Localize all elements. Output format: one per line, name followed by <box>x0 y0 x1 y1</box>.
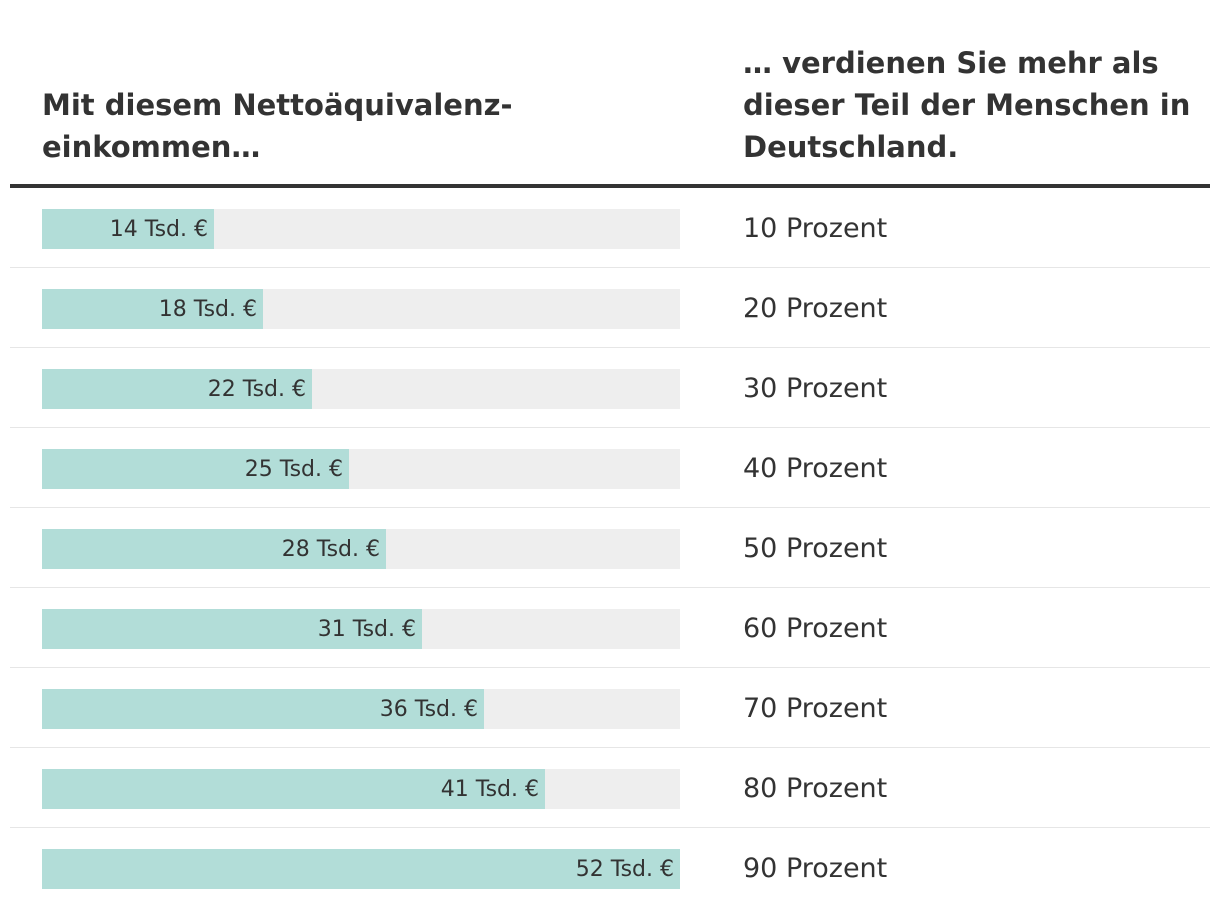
income-bar: 18 Tsd. € <box>42 289 263 329</box>
income-value-label: 31 Tsd. € <box>317 617 416 642</box>
table-header: Mit diesem Nettoäquivalenz-einkommen… … … <box>10 0 1210 188</box>
bar-track: 41 Tsd. € <box>42 769 680 809</box>
bar-track: 52 Tsd. € <box>42 849 680 889</box>
percentile-label: 20 Prozent <box>743 293 888 324</box>
percentile-label: 30 Prozent <box>743 373 888 404</box>
percentile-column-header: … verdienen Sie mehr als dieser Teil der… <box>743 46 1191 164</box>
income-bar: 31 Tsd. € <box>42 609 422 649</box>
income-percentile-table: Mit diesem Nettoäquivalenz-einkommen… … … <box>10 0 1210 908</box>
income-value-label: 41 Tsd. € <box>440 777 539 802</box>
table-row: 25 Tsd. € 40 Prozent <box>10 428 1210 508</box>
income-bar: 22 Tsd. € <box>42 369 312 409</box>
income-value-label: 22 Tsd. € <box>207 377 306 402</box>
percentile-label: 60 Prozent <box>743 613 888 644</box>
income-bar: 28 Tsd. € <box>42 529 386 569</box>
income-value-label: 25 Tsd. € <box>244 457 343 482</box>
table-body: 14 Tsd. € 10 Prozent 18 Tsd. € 20 Prozent 22… <box>10 188 1210 908</box>
table-row: 14 Tsd. € 10 Prozent <box>10 188 1210 268</box>
bar-track: 36 Tsd. € <box>42 689 680 729</box>
percentile-label: 10 Prozent <box>743 213 888 244</box>
bar-track: 31 Tsd. € <box>42 609 680 649</box>
income-bar: 52 Tsd. € <box>42 849 680 889</box>
percentile-label: 90 Prozent <box>743 853 888 884</box>
bar-track: 14 Tsd. € <box>42 209 680 249</box>
percentile-label: 40 Prozent <box>743 453 888 484</box>
table-row: 18 Tsd. € 20 Prozent <box>10 268 1210 348</box>
table-row: 31 Tsd. € 60 Prozent <box>10 588 1210 668</box>
income-value-label: 36 Tsd. € <box>379 697 478 722</box>
percentile-label: 50 Prozent <box>743 533 888 564</box>
table-row: 52 Tsd. € 90 Prozent <box>10 828 1210 908</box>
income-bar: 41 Tsd. € <box>42 769 545 809</box>
income-bar: 14 Tsd. € <box>42 209 214 249</box>
table-row: 36 Tsd. € 70 Prozent <box>10 668 1210 748</box>
income-bar: 36 Tsd. € <box>42 689 484 729</box>
bar-track: 28 Tsd. € <box>42 529 680 569</box>
income-value-label: 18 Tsd. € <box>158 297 257 322</box>
percentile-label: 70 Prozent <box>743 693 888 724</box>
income-value-label: 14 Tsd. € <box>109 217 208 242</box>
bar-track: 22 Tsd. € <box>42 369 680 409</box>
income-value-label: 52 Tsd. € <box>575 857 674 882</box>
table-row: 28 Tsd. € 50 Prozent <box>10 508 1210 588</box>
table-row: 22 Tsd. € 30 Prozent <box>10 348 1210 428</box>
bar-track: 25 Tsd. € <box>42 449 680 489</box>
table-row: 41 Tsd. € 80 Prozent <box>10 748 1210 828</box>
percentile-label: 80 Prozent <box>743 773 888 804</box>
income-column-header: Mit diesem Nettoäquivalenz-einkommen… <box>42 88 513 164</box>
income-bar: 25 Tsd. € <box>42 449 349 489</box>
bar-track: 18 Tsd. € <box>42 289 680 329</box>
income-value-label: 28 Tsd. € <box>281 537 380 562</box>
